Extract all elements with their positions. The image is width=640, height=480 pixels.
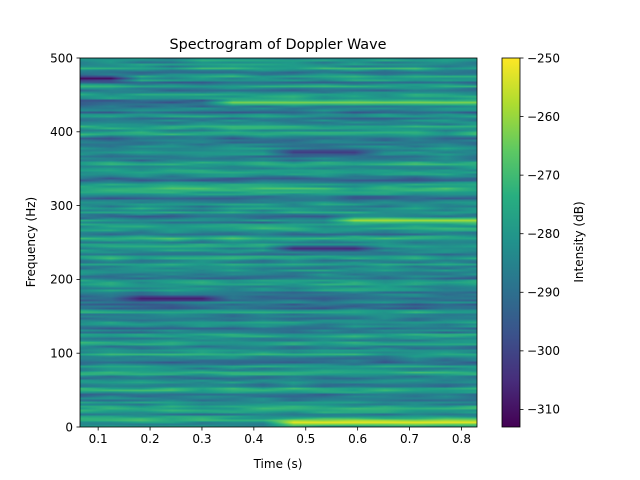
colorbar-tick-label: −250 [527,51,560,65]
x-tick-label: 0.2 [141,432,160,446]
colorbar-tick-label: −280 [527,227,560,241]
y-tick-label: 200 [50,273,73,287]
colorbar-tick-label: −290 [527,286,560,300]
x-tick-label: 0.7 [400,432,419,446]
x-tick-label: 0.6 [348,432,367,446]
colorbar [501,57,521,428]
y-tick-label: 100 [50,347,73,361]
colorbar-tick-label: −270 [527,168,560,182]
x-tick-label: 0.4 [244,432,263,446]
y-tick-label: 0 [65,420,73,434]
y-tick-label: 500 [50,51,73,65]
x-tick-label: 0.1 [89,432,108,446]
y-tick-label: 400 [50,125,73,139]
x-tick-label: 0.8 [452,432,471,446]
heatmap-area [80,58,477,427]
colorbar-tick-label: −310 [527,403,560,417]
colorbar-label: Intensity (dB) [572,201,586,282]
plot-frame [79,57,478,428]
y-axis: 0 100 200 300 400 500 [50,51,80,434]
y-axis-label: Frequency (Hz) [24,197,38,288]
colorbar-axis: −250 −260 −270 −280 −290 −300 −310 [520,51,560,417]
x-tick-label: 0.5 [296,432,315,446]
x-axis: 0.1 0.2 0.3 0.4 0.5 0.6 0.7 0.8 [89,427,471,446]
colorbar-tick-label: −260 [527,110,560,124]
chart-title: Spectrogram of Doppler Wave [170,37,387,53]
x-axis-label: Time (s) [253,457,303,471]
colorbar-tick-label: −300 [527,344,560,358]
x-tick-label: 0.3 [192,432,211,446]
y-tick-label: 300 [50,199,73,213]
